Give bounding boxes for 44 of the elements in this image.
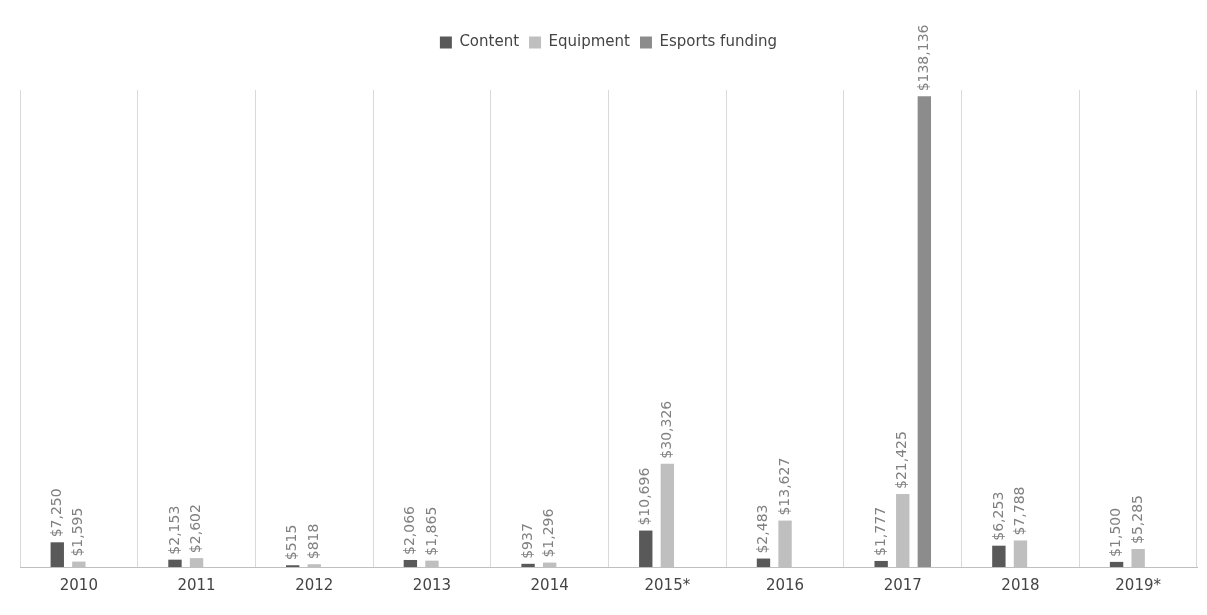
x-tick-label: 2015* — [644, 575, 691, 594]
data-label: $1,777 — [871, 506, 888, 556]
data-label: $2,602 — [187, 504, 204, 554]
x-tick-label: 2010 — [59, 575, 98, 594]
legend-label: Equipment — [548, 32, 631, 51]
x-tick-label: 2014 — [530, 575, 569, 594]
bar — [50, 542, 64, 567]
bar — [403, 559, 418, 567]
data-label: $21,425 — [893, 431, 910, 489]
data-label: $7,250 — [47, 488, 64, 538]
x-tick-label: 2017 — [883, 575, 922, 594]
data-label: $1,500 — [1107, 507, 1124, 557]
data-label: $937 — [518, 523, 535, 559]
bar — [639, 530, 653, 567]
bar — [874, 560, 888, 567]
data-label: $818 — [304, 523, 321, 560]
bar — [168, 559, 182, 567]
data-label: $515 — [283, 524, 300, 561]
x-tick-label: 2016 — [765, 575, 805, 594]
data-label: $1,865 — [422, 506, 439, 556]
data-label: $2,153 — [165, 505, 182, 555]
data-label: $2,066 — [401, 505, 418, 555]
legend-label: Esports funding — [659, 32, 778, 51]
data-label: $5,285 — [1128, 494, 1145, 544]
data-label: $7,788 — [1011, 486, 1028, 536]
bar — [521, 563, 535, 567]
x-tick-label: 2013 — [412, 575, 452, 594]
data-label: $10,696 — [636, 467, 653, 526]
legend-label: Content — [459, 32, 520, 51]
data-label: $1,296 — [540, 508, 557, 558]
data-label: $138,136 — [914, 24, 931, 92]
data-label: $30,326 — [657, 400, 674, 459]
bar — [992, 545, 1006, 567]
data-label: $1,595 — [69, 507, 86, 557]
data-label: $6,253 — [989, 491, 1006, 541]
x-tick-label: 2018 — [1001, 575, 1040, 594]
x-tick-label: 2012 — [295, 575, 334, 594]
bar — [1109, 561, 1124, 567]
bar — [917, 96, 932, 567]
x-tick-label: 2019* — [1115, 575, 1162, 594]
bar — [756, 558, 771, 567]
data-label: $2,483 — [754, 504, 771, 554]
x-tick-label: 2011 — [177, 575, 216, 594]
data-label: $13,627 — [775, 457, 792, 516]
